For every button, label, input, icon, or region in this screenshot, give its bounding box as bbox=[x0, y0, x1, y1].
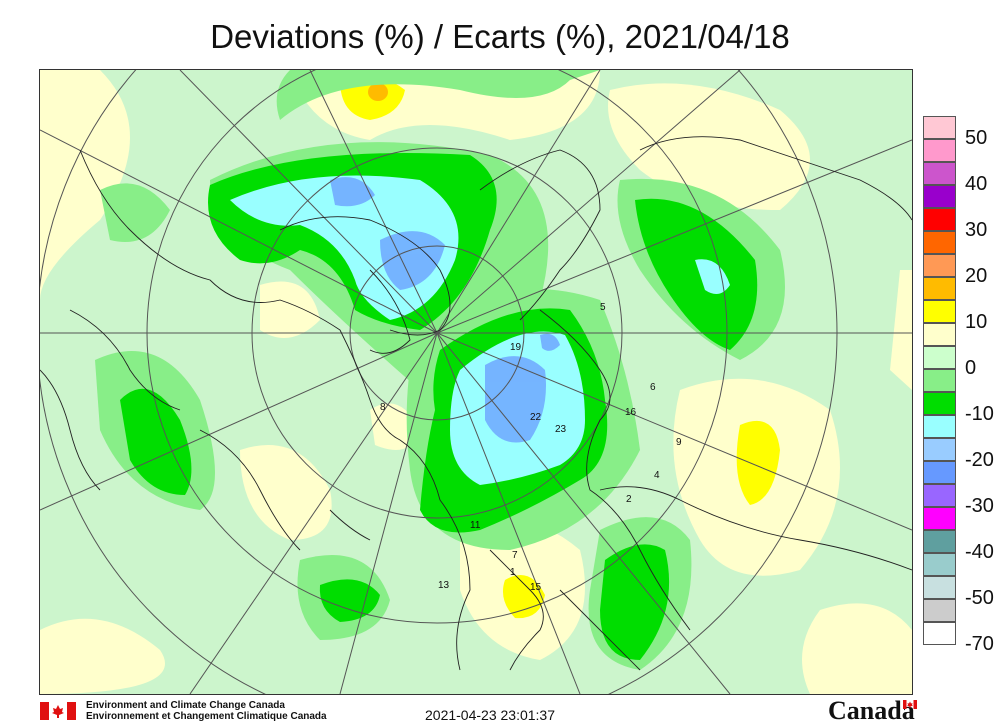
station-label: 19 bbox=[510, 342, 522, 353]
legend-swatch bbox=[923, 461, 956, 484]
legend-label: 40 bbox=[965, 173, 988, 195]
coastlines bbox=[40, 136, 912, 671]
legend-swatch bbox=[923, 369, 956, 392]
generation-timestamp: 2021-04-23 23:01:37 bbox=[425, 707, 555, 723]
canada-flag-icon bbox=[40, 702, 76, 720]
strong-positive-cores bbox=[340, 76, 780, 619]
station-label: 9 bbox=[676, 437, 682, 448]
wordmark-flag-icon bbox=[902, 700, 917, 709]
legend-swatch bbox=[923, 599, 956, 622]
legend-label: 0 bbox=[965, 357, 977, 379]
legend-swatch bbox=[923, 300, 956, 323]
station-label: 23 bbox=[555, 424, 567, 435]
legend-label: -50 bbox=[965, 587, 994, 609]
legend-swatch bbox=[923, 392, 956, 415]
canada-wordmark-text: Canada bbox=[828, 696, 915, 725]
legend-label: 20 bbox=[965, 265, 988, 287]
map-canvas: 19 22 23 16 15 13 11 7 8 5 2 4 6 9 1 bbox=[40, 70, 912, 694]
legend-label: -10 bbox=[965, 403, 994, 425]
legend-swatch bbox=[923, 139, 956, 162]
legend-label: -40 bbox=[965, 541, 994, 563]
deviation-map: 19 22 23 16 15 13 11 7 8 5 2 4 6 9 1 bbox=[39, 69, 913, 695]
station-labels: 19 22 23 16 15 13 11 7 8 5 2 4 6 9 1 bbox=[380, 302, 682, 593]
blue-negative-cores bbox=[330, 177, 560, 443]
station-label: 2 bbox=[626, 494, 632, 505]
canada-wordmark: Canada bbox=[828, 696, 917, 726]
legend-swatch bbox=[923, 530, 956, 553]
legend-swatch bbox=[923, 438, 956, 461]
station-label: 4 bbox=[654, 470, 660, 481]
legend-swatch bbox=[923, 277, 956, 300]
station-label: 6 bbox=[650, 382, 656, 393]
legend-label: -30 bbox=[965, 495, 994, 517]
station-label: 22 bbox=[530, 412, 542, 423]
legend-swatch bbox=[923, 576, 956, 599]
station-label: 5 bbox=[600, 302, 606, 313]
legend-swatch bbox=[923, 162, 956, 185]
station-label: 8 bbox=[380, 402, 386, 413]
legend-swatch bbox=[923, 415, 956, 438]
legend-swatch bbox=[923, 484, 956, 507]
station-label: 1 bbox=[510, 567, 516, 578]
legend-swatch bbox=[923, 323, 956, 346]
legend-swatch bbox=[923, 553, 956, 576]
map-graticule bbox=[40, 70, 912, 694]
legend-swatch bbox=[923, 231, 956, 254]
legend-swatch bbox=[923, 208, 956, 231]
legend-label: 50 bbox=[965, 127, 988, 149]
legend-label: -70 bbox=[965, 633, 994, 655]
station-label: 7 bbox=[512, 550, 518, 561]
legend-label: 10 bbox=[965, 311, 988, 333]
legend-swatch bbox=[923, 254, 956, 277]
legend-swatch bbox=[923, 116, 956, 139]
station-label: 15 bbox=[530, 582, 542, 593]
station-label: 13 bbox=[438, 580, 450, 591]
legend-swatch bbox=[923, 185, 956, 208]
legend-swatch bbox=[923, 622, 956, 645]
legend-swatch bbox=[923, 346, 956, 369]
footer: Environment and Climate Change Canada En… bbox=[0, 696, 1000, 726]
station-label: 16 bbox=[625, 407, 637, 418]
department-name-fr: Environnement et Changement Climatique C… bbox=[86, 711, 327, 722]
department-name: Environment and Climate Change Canada En… bbox=[86, 700, 327, 722]
legend-label: 30 bbox=[965, 219, 988, 241]
station-label: 11 bbox=[470, 520, 481, 531]
legend-label: -20 bbox=[965, 449, 994, 471]
department-name-en: Environment and Climate Change Canada bbox=[86, 700, 285, 711]
chart-title: Deviations (%) / Ecarts (%), 2021/04/18 bbox=[210, 18, 790, 55]
legend-swatch bbox=[923, 507, 956, 530]
